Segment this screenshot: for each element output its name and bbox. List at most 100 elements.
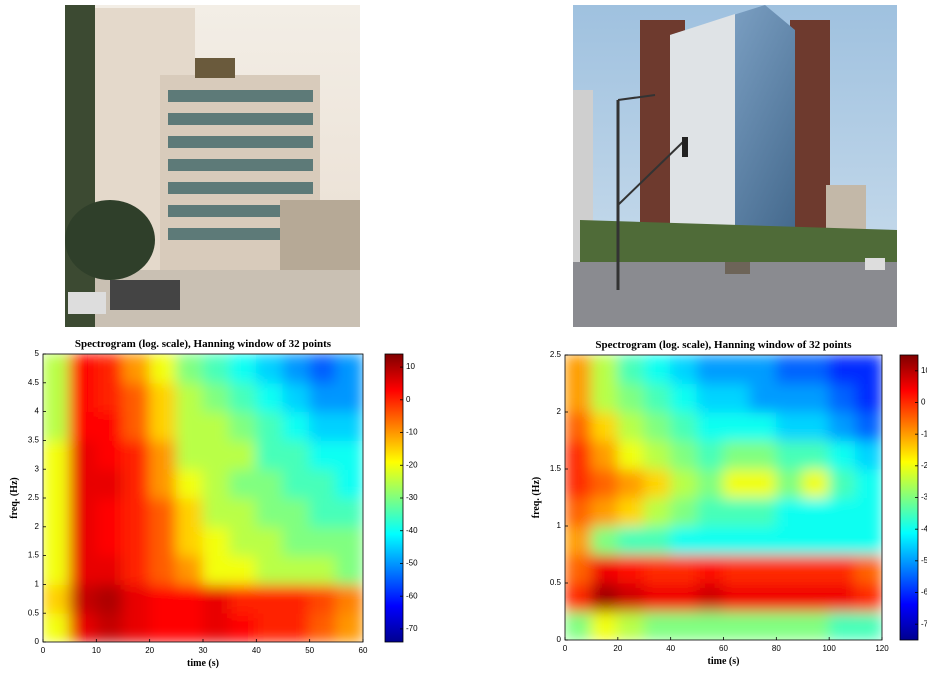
heatmap-cell xyxy=(309,411,337,441)
heatmap-cell xyxy=(255,382,284,413)
heatmap-cell xyxy=(335,497,363,528)
colorbar-tick-label: -40 xyxy=(406,526,418,535)
heatmap-cell xyxy=(255,583,284,614)
heatmap-cell xyxy=(617,355,645,384)
heatmap-cell xyxy=(43,382,71,413)
heatmap-cell xyxy=(95,555,124,585)
heatmap-cell xyxy=(590,554,619,584)
heatmap-cell xyxy=(617,468,645,498)
heatmap-cell xyxy=(723,554,751,584)
heatmap-cell xyxy=(282,439,311,470)
heatmap-cell xyxy=(95,468,124,499)
heatmap-cell xyxy=(229,439,257,470)
heatmap-cell xyxy=(590,525,619,555)
y-tick-label: 4.5 xyxy=(28,378,40,387)
y-tick-label: 0.5 xyxy=(550,578,562,587)
heatmap-cell xyxy=(149,411,177,441)
heatmap-cell xyxy=(775,582,804,612)
heatmap-cell xyxy=(723,355,751,384)
x-tick-label: 20 xyxy=(145,646,154,655)
heatmap-cell xyxy=(202,382,231,413)
heatmap-cell xyxy=(69,555,97,585)
heatmap-cell xyxy=(335,583,363,614)
heatmap-cell xyxy=(202,497,231,528)
heatmap-cell xyxy=(723,525,751,555)
spectrogram-chart: Spectrogram (log. scale), Hanning window… xyxy=(531,339,927,667)
heatmap-cell xyxy=(828,468,857,498)
photo-left xyxy=(65,5,360,327)
heatmap-cell xyxy=(43,497,71,528)
x-tick-label: 60 xyxy=(359,646,368,655)
heatmap-cells xyxy=(43,354,363,642)
heatmap-cell xyxy=(255,468,284,499)
x-tick-label: 10 xyxy=(92,646,101,655)
heatmap-cell xyxy=(43,411,71,441)
heatmap-cell xyxy=(775,411,804,441)
heatmap-cell xyxy=(229,583,257,614)
heatmap-cell xyxy=(565,411,592,441)
heatmap-cell xyxy=(802,355,830,384)
heatmap-cell xyxy=(643,611,672,640)
x-tick-label: 40 xyxy=(666,644,675,653)
heatmap-cell xyxy=(149,382,177,413)
heatmap-cell xyxy=(565,468,592,498)
x-tick-label: 50 xyxy=(305,646,314,655)
y-tick-label: 4 xyxy=(35,407,40,416)
heatmap-cell xyxy=(590,468,619,498)
heatmap-cell xyxy=(749,611,777,640)
heatmap-cell xyxy=(229,354,257,384)
heatmap-cell xyxy=(775,383,804,413)
heatmap-cell xyxy=(175,497,204,528)
heatmap-cell xyxy=(95,439,124,470)
heatmap-cell xyxy=(202,354,231,384)
heatmap-cell xyxy=(309,612,337,642)
heatmap-cell xyxy=(309,382,337,413)
colorbar-tick-label: 0 xyxy=(406,395,411,404)
heatmap-cell xyxy=(828,525,857,555)
heatmap-cell xyxy=(175,354,204,384)
heatmap-cell xyxy=(802,411,830,441)
heatmap-cell xyxy=(802,611,830,640)
heatmap-cell xyxy=(43,612,71,642)
heatmap-cell xyxy=(282,468,311,499)
heatmap-cell xyxy=(696,355,724,384)
y-tick-label: 0 xyxy=(557,635,562,644)
heatmap-cell xyxy=(282,411,311,441)
heatmap-cell xyxy=(749,497,777,527)
heatmap-cell xyxy=(670,497,698,527)
x-tick-label: 120 xyxy=(875,644,889,653)
heatmap-cell xyxy=(590,355,619,384)
heatmap-cell xyxy=(643,468,672,498)
heatmap-cell xyxy=(255,497,284,528)
heatmap-cell xyxy=(69,612,97,642)
x-tick-label: 0 xyxy=(41,646,46,655)
heatmap-cell xyxy=(565,440,592,470)
heatmap-cell xyxy=(175,439,204,470)
heatmap-cell xyxy=(565,611,592,640)
photo-right xyxy=(573,5,897,327)
colorbar-tick-label: 10 xyxy=(921,366,927,375)
heatmap-cell xyxy=(175,411,204,441)
heatmap-cell xyxy=(643,383,672,413)
heatmap-cell xyxy=(95,583,124,614)
colorbar-tick-label: -50 xyxy=(406,559,418,568)
heatmap-cell xyxy=(670,554,698,584)
heatmap-cell xyxy=(229,382,257,413)
y-tick-label: 1 xyxy=(35,580,40,589)
colorbar-tick-label: -70 xyxy=(921,619,927,628)
heatmap-cell xyxy=(670,468,698,498)
heatmap-cell xyxy=(696,611,724,640)
heatmap-cell xyxy=(828,582,857,612)
heatmap-cell xyxy=(775,468,804,498)
heatmap-cell xyxy=(565,525,592,555)
heatmap-cell xyxy=(696,440,724,470)
heatmap-cell xyxy=(229,555,257,585)
heatmap-cell xyxy=(122,468,151,499)
heatmap-cell xyxy=(696,525,724,555)
y-tick-label: 2 xyxy=(557,407,562,416)
heatmap-cell xyxy=(855,554,882,584)
heatmap-cell xyxy=(617,497,645,527)
heatmap-cell xyxy=(802,497,830,527)
heatmap-cell xyxy=(670,355,698,384)
heatmap-cell xyxy=(855,525,882,555)
